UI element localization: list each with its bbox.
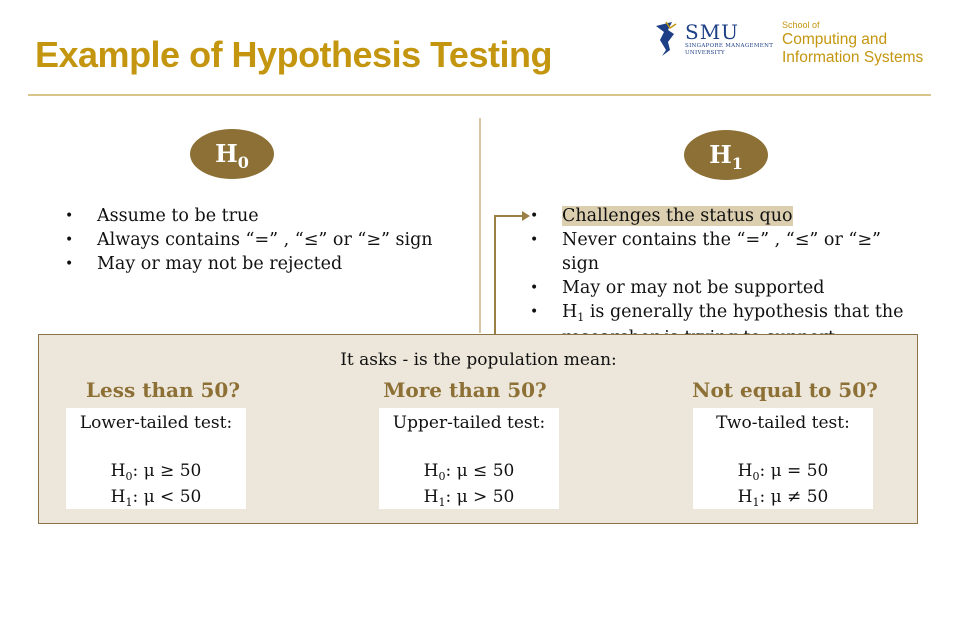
test-label: Upper-tailed test:	[392, 413, 546, 433]
alt-hypothesis-badge: H1	[684, 130, 768, 180]
null-hypothesis-list: Assume to be true Always contains “=” , …	[65, 204, 433, 276]
h1-statement: H1: μ ≠ 50	[737, 487, 829, 509]
column-divider	[479, 118, 481, 333]
list-item: May or may not be supported	[530, 276, 920, 300]
list-item: Assume to be true	[65, 204, 433, 228]
smu-shield-icon	[656, 21, 677, 56]
h0-statement: H0: μ ≥ 50	[110, 461, 202, 483]
alt-hypothesis-list: Challenges the status quo Never contains…	[530, 204, 920, 350]
title-divider	[28, 94, 931, 96]
test-label: Lower-tailed test:	[79, 413, 233, 433]
h0-statement: H0: μ ≤ 50	[423, 461, 515, 483]
column-heading-more: More than 50?	[383, 378, 547, 402]
two-tailed-box: Two-tailed test: H0: μ = 50 H1: μ ≠ 50	[693, 408, 873, 509]
smu-subtitle: SINGAPORE MANAGEMENT UNIVERSITY	[685, 43, 774, 56]
column-heading-less: Less than 50?	[85, 378, 241, 402]
list-item: Never contains the “=” , “≤” or “≥” sign	[530, 228, 920, 276]
connector-line	[494, 215, 524, 217]
upper-tailed-box: Upper-tailed test: H0: μ ≤ 50 H1: μ > 50	[379, 408, 559, 509]
panel-question: It asks - is the population mean:	[340, 350, 617, 370]
smu-logo: SMU SINGAPORE MANAGEMENT UNIVERSITY Scho…	[652, 18, 942, 68]
h1-statement: H1: μ > 50	[423, 487, 515, 509]
page-title: Example of Hypothesis Testing	[35, 34, 552, 75]
null-hypothesis-badge: H0	[190, 129, 274, 179]
h1-statement: H1: μ < 50	[110, 487, 202, 509]
column-heading-not-equal: Not equal to 50?	[692, 378, 878, 402]
h0-statement: H0: μ = 50	[737, 461, 829, 483]
lower-tailed-box: Lower-tailed test: H0: μ ≥ 50 H1: μ < 50	[66, 408, 246, 509]
test-label: Two-tailed test:	[716, 413, 850, 433]
smu-name: SMU	[685, 20, 740, 44]
arrow-head-icon	[522, 211, 530, 221]
school-of-label: School of	[782, 20, 820, 30]
list-item: Always contains “=” , “≤” or “≥” sign	[65, 228, 433, 252]
connector-line	[494, 216, 496, 334]
highlighted-text: Challenges the status quo	[562, 206, 793, 226]
list-item: May or may not be rejected	[65, 252, 433, 276]
list-item: Challenges the status quo	[530, 204, 920, 228]
school-name: Computing and Information Systems	[782, 31, 924, 66]
